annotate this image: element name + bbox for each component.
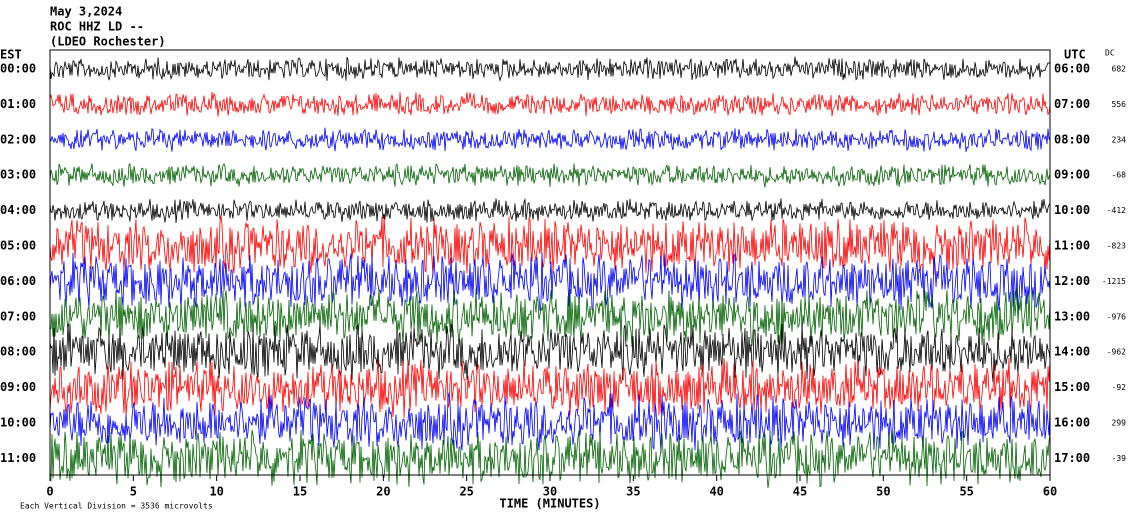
x-tick-label: 10 <box>209 485 223 499</box>
trace <box>49 252 1051 311</box>
est-label: 11:00 <box>0 451 36 465</box>
title-line: ROC HHZ LD -- <box>50 20 144 34</box>
trace <box>49 162 1051 188</box>
est-label: 05:00 <box>0 239 36 253</box>
est-label: 01:00 <box>0 97 36 111</box>
x-tick-label: 15 <box>293 485 307 499</box>
utc-label: 15:00 <box>1054 380 1090 394</box>
est-label: 07:00 <box>0 309 36 323</box>
dc-value: 234 <box>1112 135 1127 144</box>
dc-value: -412 <box>1107 206 1126 215</box>
dc-value: 299 <box>1112 419 1127 428</box>
est-label: 10:00 <box>0 416 36 430</box>
title-line: May 3,2024 <box>50 5 122 19</box>
trace <box>49 198 1051 224</box>
dc-value: 556 <box>1112 100 1127 109</box>
utc-label: 11:00 <box>1054 239 1090 253</box>
utc-label: 17:00 <box>1054 451 1090 465</box>
x-tick-label: 0 <box>46 485 53 499</box>
trace <box>49 56 1051 82</box>
x-tick-label: 20 <box>376 485 390 499</box>
dc-value: -39 <box>1112 454 1127 463</box>
trace <box>49 127 1051 152</box>
x-tick-label: 25 <box>459 485 473 499</box>
utc-label: 10:00 <box>1054 203 1090 217</box>
est-label: 04:00 <box>0 203 36 217</box>
trace <box>49 215 1051 277</box>
dc-value: -962 <box>1107 348 1126 357</box>
left-axis-label: EST <box>0 48 22 62</box>
x-tick-label: 35 <box>626 485 640 499</box>
utc-label: 13:00 <box>1054 309 1090 323</box>
title-line: (LDEO Rochester) <box>50 35 166 49</box>
x-tick-label: 30 <box>543 485 557 499</box>
trace <box>49 323 1051 383</box>
est-label: 09:00 <box>0 380 36 394</box>
trace <box>49 392 1051 454</box>
est-label: 00:00 <box>0 62 36 76</box>
utc-label: 16:00 <box>1054 416 1090 430</box>
trace <box>49 357 1051 419</box>
utc-label: 09:00 <box>1054 168 1090 182</box>
trace <box>49 287 1051 348</box>
utc-label: 07:00 <box>1054 97 1090 111</box>
dc-value: -68 <box>1112 171 1127 180</box>
footnote: Each Vertical Division = 3536 microvolts <box>20 502 213 511</box>
utc-label: 14:00 <box>1054 345 1090 359</box>
est-label: 03:00 <box>0 168 36 182</box>
x-tick-label: 45 <box>793 485 807 499</box>
trace <box>49 92 1051 117</box>
traces <box>49 56 1051 488</box>
dc-value: -823 <box>1107 242 1126 251</box>
dc-label: DC <box>1105 49 1115 58</box>
dc-value: -1215 <box>1102 277 1126 286</box>
right-axis-label: UTC <box>1064 48 1086 62</box>
x-tick-label: 55 <box>959 485 973 499</box>
dc-value: -92 <box>1112 383 1127 392</box>
est-label: 02:00 <box>0 132 36 146</box>
x-tick-label: 5 <box>130 485 137 499</box>
dc-value: 682 <box>1112 65 1127 74</box>
x-axis-label: TIME (MINUTES) <box>499 497 600 511</box>
utc-label: 08:00 <box>1054 132 1090 146</box>
x-tick-label: 60 <box>1043 485 1057 499</box>
x-tick-label: 50 <box>876 485 890 499</box>
utc-label: 12:00 <box>1054 274 1090 288</box>
dc-value: -976 <box>1107 312 1126 321</box>
est-label: 08:00 <box>0 345 36 359</box>
est-label: 06:00 <box>0 274 36 288</box>
utc-label: 06:00 <box>1054 62 1090 76</box>
x-tick-label: 40 <box>709 485 723 499</box>
